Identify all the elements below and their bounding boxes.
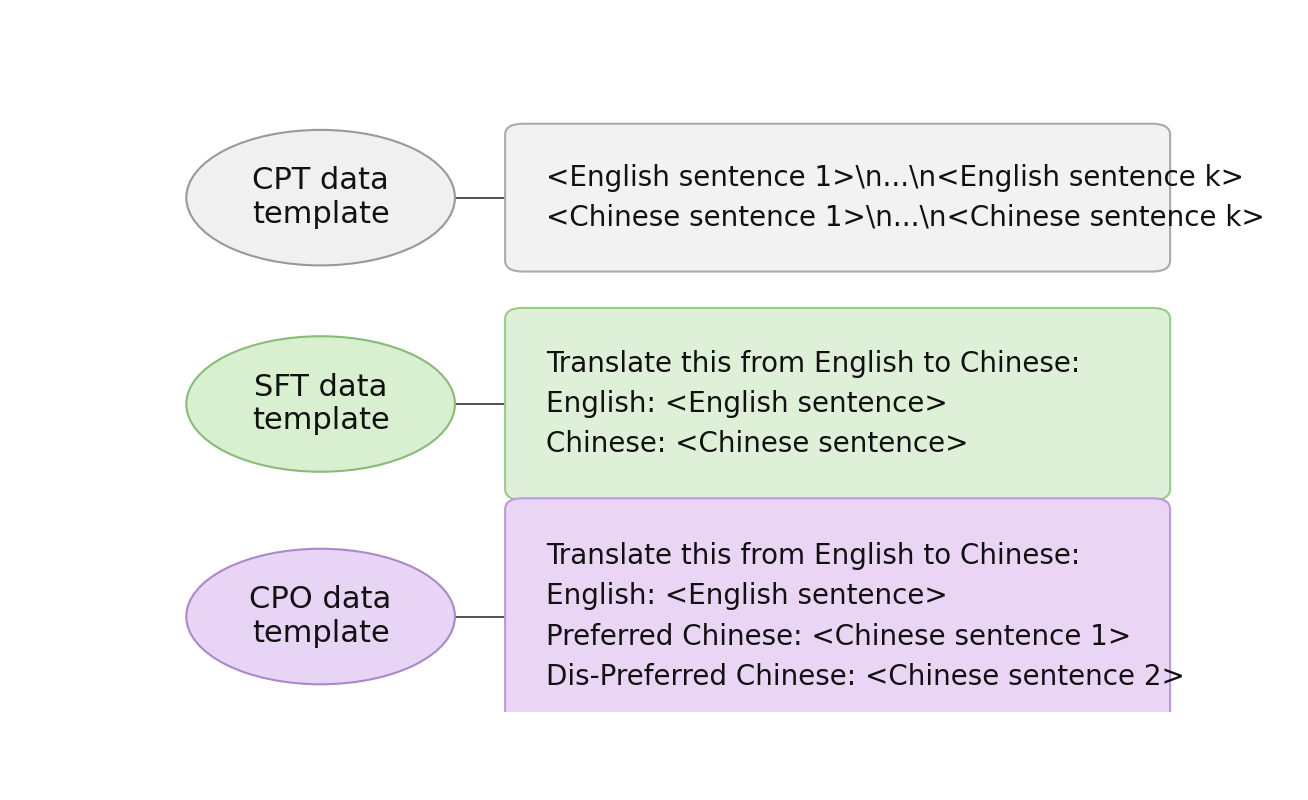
- Text: Translate this from English to Chinese:
English: <English sentence>
Chinese: <Ch: Translate this from English to Chinese: …: [545, 350, 1080, 458]
- Text: <English sentence 1>\n...\n<English sentence k>
<Chinese sentence 1>\n...\n<Chin: <English sentence 1>\n...\n<English sent…: [545, 163, 1265, 232]
- FancyBboxPatch shape: [505, 498, 1171, 734]
- Text: SFT data
template: SFT data template: [251, 373, 390, 435]
- Ellipse shape: [186, 549, 455, 684]
- Ellipse shape: [186, 336, 455, 472]
- Ellipse shape: [186, 130, 455, 266]
- Text: CPO data
template: CPO data template: [250, 586, 392, 648]
- Text: Translate this from English to Chinese:
English: <English sentence>
Preferred Ch: Translate this from English to Chinese: …: [545, 542, 1185, 690]
- FancyBboxPatch shape: [505, 124, 1171, 271]
- FancyBboxPatch shape: [505, 308, 1171, 500]
- Text: CPT data
template: CPT data template: [251, 166, 390, 229]
